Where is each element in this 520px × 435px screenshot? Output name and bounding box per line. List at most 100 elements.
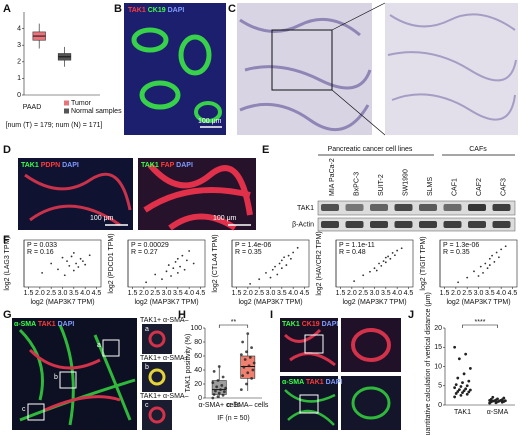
caption: [num (T) = 179; num (N) = 171] xyxy=(6,122,103,129)
point xyxy=(241,374,245,377)
point xyxy=(243,358,247,361)
panel-label: J xyxy=(408,309,414,321)
x-tick-label: 4.0 xyxy=(184,290,194,297)
point xyxy=(461,381,464,385)
point xyxy=(465,392,469,396)
lane-label: CAF1 xyxy=(451,178,458,196)
point xyxy=(462,372,466,376)
tissue xyxy=(18,324,136,426)
point xyxy=(252,361,256,365)
annotation: P = 1.4e-06 xyxy=(235,242,271,249)
tissue xyxy=(131,27,169,53)
inset xyxy=(142,324,172,354)
point xyxy=(393,254,396,257)
annotation: R = 0.27 xyxy=(131,249,158,256)
scale-label: 100 μm xyxy=(213,215,237,222)
panel-label: C xyxy=(228,3,236,15)
panel-label: B xyxy=(114,3,122,15)
point xyxy=(486,267,489,270)
point xyxy=(296,246,299,249)
point xyxy=(504,245,507,248)
panel-label: A xyxy=(3,3,11,15)
point xyxy=(188,250,191,252)
point xyxy=(222,390,226,394)
point xyxy=(217,365,221,368)
y-tick-label: 20 xyxy=(194,381,202,388)
lane-label: MIA PaCa-2 xyxy=(329,158,336,196)
inset-box xyxy=(27,403,45,421)
x-tick-label: 2.0 xyxy=(139,290,149,297)
point xyxy=(176,272,179,274)
point xyxy=(70,255,73,258)
tissue xyxy=(239,17,372,131)
inset-box xyxy=(102,339,120,357)
point xyxy=(181,254,184,257)
x-tick-label: 3.5 xyxy=(381,290,391,297)
point xyxy=(271,268,274,271)
annotation: R = 0.35 xyxy=(235,249,262,256)
x-tick-label: 1.5 xyxy=(232,290,242,297)
point xyxy=(242,365,246,369)
point xyxy=(453,395,457,399)
x-tick-label: 4.5 xyxy=(196,290,206,297)
point xyxy=(41,272,44,274)
point xyxy=(453,386,457,390)
point xyxy=(454,383,458,386)
blot-membrane xyxy=(317,200,516,216)
point xyxy=(454,392,458,395)
point xyxy=(464,387,468,391)
x-axis-label: log2 (MAP3K7 TPM) xyxy=(342,299,406,306)
y-tick-label: 0 xyxy=(17,92,21,99)
lane-label: BxPC-3 xyxy=(353,172,360,196)
blot-band xyxy=(468,204,486,211)
point xyxy=(245,350,248,354)
point xyxy=(224,386,228,390)
point xyxy=(220,384,224,387)
blot-band xyxy=(394,221,413,228)
lane-label: SUIT-2 xyxy=(378,174,385,196)
blot-band xyxy=(370,204,388,211)
point xyxy=(170,275,172,277)
blot-band xyxy=(419,221,437,228)
point xyxy=(154,273,157,276)
point xyxy=(503,399,507,403)
y-axis-label: log2 (TIGIT TPM) xyxy=(420,236,427,290)
y-tick-label: 2 xyxy=(17,59,21,66)
significance-label: ** xyxy=(231,319,237,326)
x-tick-label: 2.0 xyxy=(347,290,357,297)
cell xyxy=(148,330,166,348)
x-tick-label: 2.5 xyxy=(150,290,160,297)
point xyxy=(477,275,480,277)
tissue xyxy=(284,389,336,426)
image-d: TAK1 PDPN DAPI 100 μm TAK1 FAP DAPI 100 … xyxy=(18,158,256,231)
point xyxy=(72,252,75,254)
point xyxy=(239,388,243,391)
point xyxy=(488,264,491,266)
point xyxy=(246,332,250,335)
x-tick-label: α-SMA xyxy=(487,409,509,416)
group-label: Pancreatic cancer cell lines xyxy=(328,146,413,153)
point xyxy=(453,345,457,349)
point xyxy=(251,368,255,372)
point xyxy=(493,261,496,263)
x-tick-label: 2.5 xyxy=(254,290,264,297)
point xyxy=(468,388,472,392)
point xyxy=(179,265,181,268)
x-tick-label: 2.5 xyxy=(46,290,56,297)
tissue xyxy=(28,348,121,412)
blot-band xyxy=(492,221,511,228)
image-b: TAK1 CK19 DAPI 100 μm xyxy=(124,3,226,135)
western-blot: Pancreatic cancer cell lines CAFs TAK1 β… xyxy=(292,146,516,232)
point xyxy=(77,266,80,268)
panel-label: I xyxy=(270,309,273,321)
point xyxy=(466,276,469,279)
point xyxy=(292,251,295,254)
point xyxy=(211,381,215,384)
point xyxy=(491,395,495,399)
point xyxy=(250,377,253,380)
image-c xyxy=(237,2,518,136)
point xyxy=(176,257,179,260)
x-axis-label: log2 (MAP3K7 TPM) xyxy=(238,299,302,306)
annotation: P = 1.1e-11 xyxy=(339,242,375,249)
